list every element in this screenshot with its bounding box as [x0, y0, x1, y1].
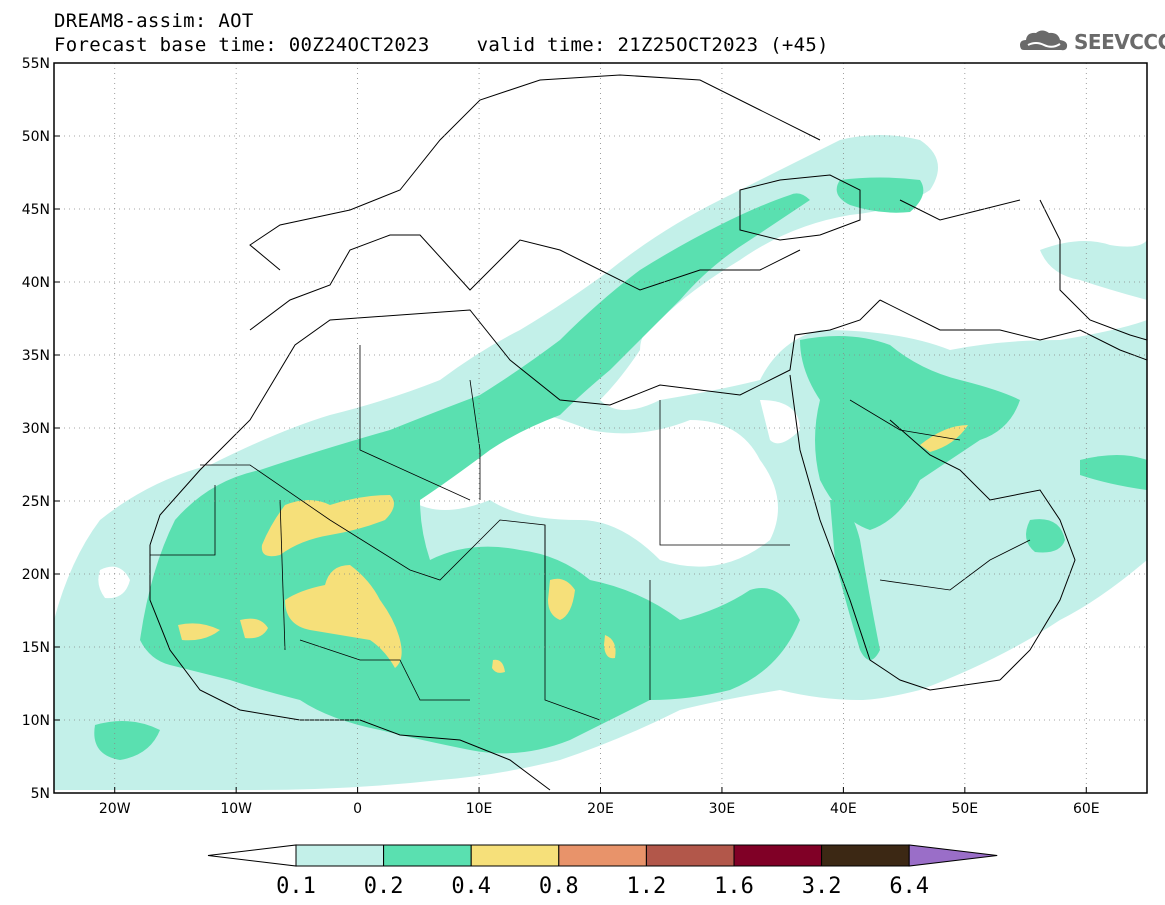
- color-legend: 0.1 0.2 0.4 0.8 1.2 1.6 3.2 6.4: [207, 844, 998, 899]
- legend-level-label: 6.4: [889, 874, 929, 899]
- aot-fields: [54, 135, 1147, 790]
- lat-tick-label: 25N: [22, 494, 50, 510]
- base-time-label: Forecast base time: 00Z24OCT2023: [54, 34, 430, 56]
- legend-low-arrow: [207, 844, 297, 867]
- lat-tick-label: 55N: [22, 56, 50, 72]
- legend-swatch: [383, 844, 472, 867]
- legend-swatch: [733, 844, 823, 867]
- legend-level-label: 0.1: [276, 874, 316, 899]
- legend-level-label: 1.6: [714, 874, 754, 899]
- legend-level-label: 3.2: [802, 874, 842, 899]
- legend-level-label: 0.4: [451, 874, 491, 899]
- lat-tick-label: 40N: [22, 275, 50, 291]
- lat-tick-label: 20N: [22, 567, 50, 583]
- lon-tick-label: 20E: [587, 801, 614, 817]
- latitude-axis: 55N 50N 45N 40N 35N 30N 25N 20N 15N 10N 5N: [22, 56, 60, 802]
- lat-tick-label: 30N: [22, 421, 50, 437]
- legend-swatch: [645, 844, 735, 867]
- lat-tick-label: 35N: [22, 348, 50, 364]
- lon-tick-label: 40E: [830, 801, 857, 817]
- lon-tick-label: 50E: [951, 801, 978, 817]
- legend-swatch: [558, 844, 647, 867]
- legend-high-arrow: [908, 844, 998, 867]
- legend-level-label: 0.8: [539, 874, 579, 899]
- lon-tick-label: 30E: [709, 801, 736, 817]
- lat-tick-label: 45N: [22, 202, 50, 218]
- lon-tick-label: 60E: [1073, 801, 1100, 817]
- lat-tick-label: 5N: [31, 786, 50, 802]
- lat-tick-label: 15N: [22, 640, 50, 656]
- country-borders: [150, 345, 1031, 721]
- lat-tick-label: 50N: [22, 129, 50, 145]
- logo-text: SEEVCCC: [1074, 30, 1165, 54]
- lon-tick-label: 20W: [99, 801, 131, 817]
- cloud-logo-icon: [1020, 30, 1068, 51]
- lon-tick-label: 10E: [466, 801, 493, 817]
- valid-time-label: valid time: 21Z25OCT2023 (+45): [476, 34, 829, 56]
- map-title: DREAM8-assim: AOT: [54, 10, 254, 32]
- lon-tick-label: 0: [353, 801, 362, 817]
- legend-level-label: 0.2: [364, 874, 404, 899]
- lat-tick-label: 10N: [22, 713, 50, 729]
- legend-swatch: [295, 844, 385, 867]
- legend-swatch: [821, 844, 910, 867]
- lon-tick-label: 10W: [220, 801, 252, 817]
- legend-level-label: 1.2: [627, 874, 667, 899]
- legend-swatch: [470, 844, 560, 867]
- map-subtitle: Forecast base time: 00Z24OCT2023 valid t…: [54, 34, 829, 56]
- longitude-axis: 20W 10W 0 10E 20E 30E 40E 50E 60E: [99, 787, 1100, 817]
